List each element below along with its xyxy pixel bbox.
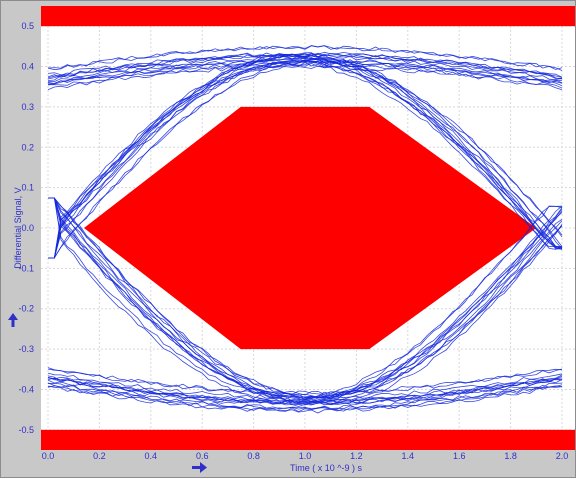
x-axis-title: Time ( x 10 ^-9 ) s xyxy=(290,463,362,473)
x-tick-label: 1.4 xyxy=(402,451,415,461)
x-tick-label: 0.4 xyxy=(145,451,158,461)
mask-layer xyxy=(41,6,575,450)
x-axis: 0.0 0.2 0.4 0.6 0.8 1.0 1.2 1.4 1.6 1.8 2.0 xyxy=(42,451,569,461)
y-tick-label: -0.1 xyxy=(18,263,34,273)
mask-upper-band xyxy=(41,6,575,27)
y-tick-label: 0.5 xyxy=(21,21,34,31)
y-axis: 0.5 0.4 0.3 0.2 0.1 0.0 -0.1 -0.2 -0.3 -0.4 -0.5 xyxy=(18,21,34,435)
signal-trace xyxy=(47,367,563,396)
signal-trace xyxy=(48,62,563,259)
signal-trace xyxy=(47,51,563,78)
y-tick-label: -0.3 xyxy=(18,344,34,354)
y-tick-label: 0.4 xyxy=(21,62,34,72)
signal-trace xyxy=(48,197,563,398)
y-tick-label: -0.5 xyxy=(18,425,34,435)
up-arrow-icon xyxy=(8,313,18,327)
x-tick-label: 0.2 xyxy=(93,451,106,461)
signal-trace xyxy=(48,52,563,259)
x-tick-label: 1.6 xyxy=(453,451,466,461)
x-tick-label: 0.8 xyxy=(247,451,260,461)
signal-trace xyxy=(48,58,563,259)
trace-layer xyxy=(47,45,563,414)
y-tick-label: 0.3 xyxy=(21,102,34,112)
signal-trace xyxy=(48,197,563,400)
y-tick-label: 0.1 xyxy=(21,183,34,193)
mask-lower-band xyxy=(41,429,575,450)
signal-trace xyxy=(47,45,563,70)
x-tick-label: 1.2 xyxy=(350,451,363,461)
x-tick-label: 1.8 xyxy=(504,451,517,461)
signal-trace xyxy=(47,377,563,406)
x-tick-label: 2.0 xyxy=(556,451,569,461)
signal-trace xyxy=(47,379,563,407)
signal-trace xyxy=(47,382,563,410)
signal-trace xyxy=(48,57,563,259)
y-tick-label: -0.2 xyxy=(18,304,34,314)
x-tick-label: 1.0 xyxy=(299,451,312,461)
y-tick-label: -0.4 xyxy=(18,384,34,394)
mask-hexagon xyxy=(83,106,537,350)
signal-trace xyxy=(47,54,563,81)
signal-trace xyxy=(47,62,563,89)
signal-trace xyxy=(48,55,563,259)
x-tick-label: 0.0 xyxy=(42,451,55,461)
signal-trace xyxy=(47,374,563,403)
y-tick-label: 0.0 xyxy=(21,223,34,233)
signal-trace xyxy=(47,52,563,79)
y-tick-label: 0.2 xyxy=(21,142,34,152)
right-arrow-icon xyxy=(192,462,207,473)
signal-trace xyxy=(48,197,563,406)
signal-trace xyxy=(48,197,563,399)
signal-trace xyxy=(48,197,563,404)
signal-trace xyxy=(47,45,563,71)
signal-trace xyxy=(47,58,563,85)
signal-trace xyxy=(47,385,563,414)
signal-trace xyxy=(47,385,563,413)
signal-trace xyxy=(47,382,563,410)
signal-trace xyxy=(48,197,563,402)
signal-trace xyxy=(47,368,563,395)
x-tick-label: 0.6 xyxy=(196,451,209,461)
y-axis-title: Differential Signal, V xyxy=(13,187,23,268)
